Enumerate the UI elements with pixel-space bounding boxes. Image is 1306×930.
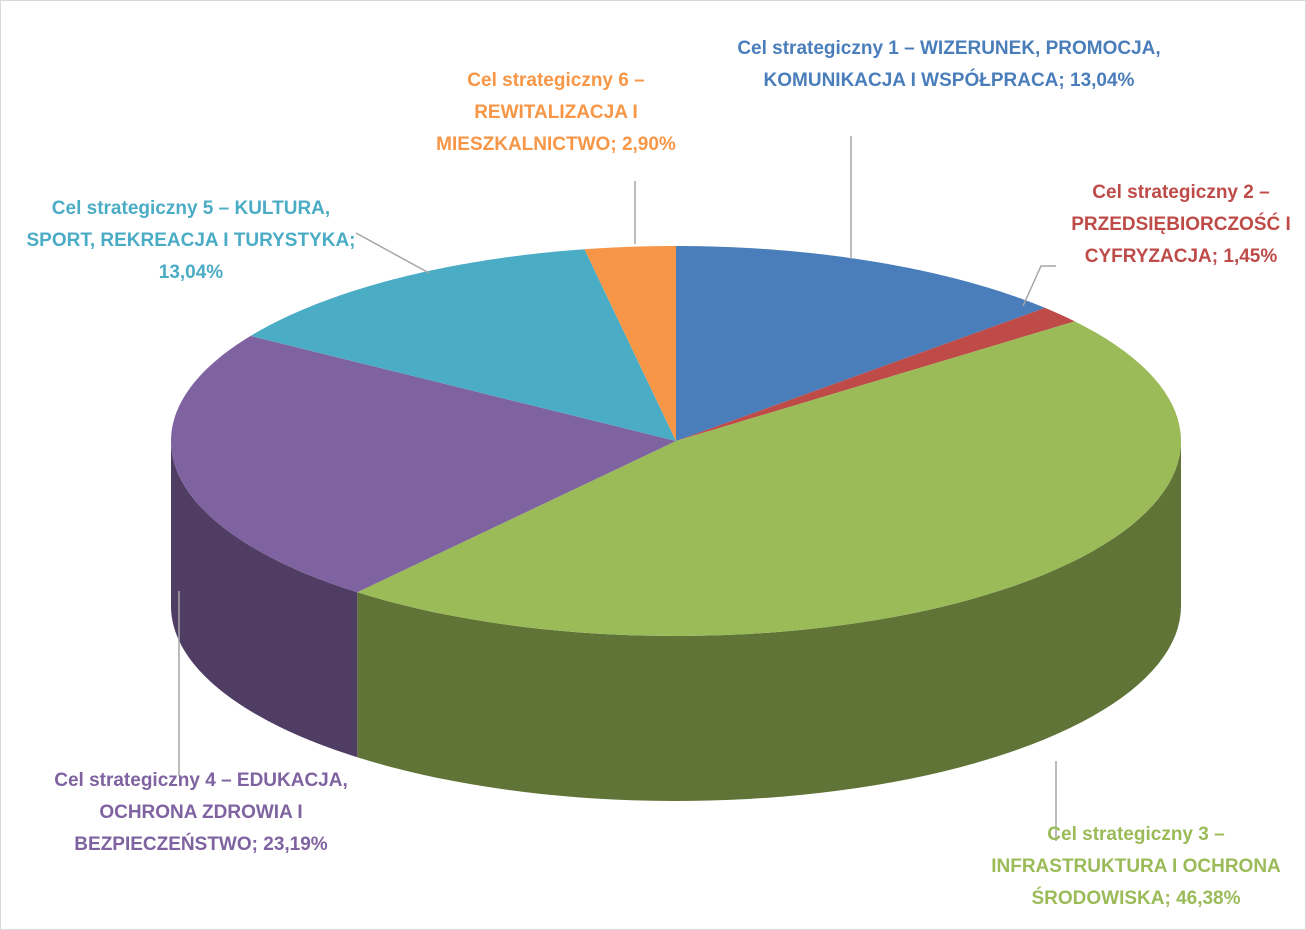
leader-line bbox=[355, 232, 430, 274]
data-label: Cel strategiczny 2 – PRZEDSIĘBIORCZOŚĆ I… bbox=[1061, 177, 1301, 273]
pie-slice bbox=[676, 307, 1075, 441]
data-label: Cel strategiczny 6 – REWITALIZACJA I MIE… bbox=[406, 65, 706, 161]
pie-slice bbox=[357, 321, 1181, 636]
pie-side bbox=[171, 441, 358, 758]
data-label: Cel strategiczny 1 – WIZERUNEK, PROMOCJA… bbox=[714, 33, 1184, 97]
value-label: 13,04% bbox=[1070, 70, 1135, 91]
data-label: Cel strategiczny 5 – KULTURA, SPORT, REK… bbox=[21, 193, 361, 289]
pie-slice bbox=[250, 249, 677, 441]
data-label: Cel strategiczny 3 – INFRASTRUKTURA I OC… bbox=[961, 819, 1305, 915]
value-label: 46,38% bbox=[1176, 888, 1241, 909]
value-label: 13,04% bbox=[158, 262, 224, 283]
pie-slice bbox=[584, 246, 676, 441]
data-label: Cel strategiczny 4 – EDUKACJA, OCHRONA Z… bbox=[16, 765, 386, 861]
category-name: Cel strategiczny 5 – KULTURA, SPORT, REK… bbox=[26, 198, 356, 251]
pie-slice bbox=[171, 335, 677, 593]
category-name: Cel strategiczny 2 – PRZEDSIĘBIORCZOŚĆ I… bbox=[1071, 182, 1291, 267]
value-label: 1,45% bbox=[1223, 246, 1278, 267]
category-name: Cel strategiczny 3 – INFRASTRUKTURA I OC… bbox=[991, 824, 1281, 909]
category-name: Cel strategiczny 4 – EDUKACJA, OCHRONA Z… bbox=[54, 770, 348, 855]
category-name: Cel strategiczny 1 – WIZERUNEK, PROMOCJA… bbox=[737, 38, 1161, 91]
pie-side bbox=[357, 441, 1181, 801]
category-name: Cel strategiczny 6 – REWITALIZACJA I MIE… bbox=[436, 70, 645, 155]
leader-line bbox=[1022, 265, 1056, 307]
value-label: 2,90% bbox=[621, 134, 676, 155]
value-label: 23,19% bbox=[263, 834, 328, 855]
pie-slice bbox=[676, 246, 1045, 441]
